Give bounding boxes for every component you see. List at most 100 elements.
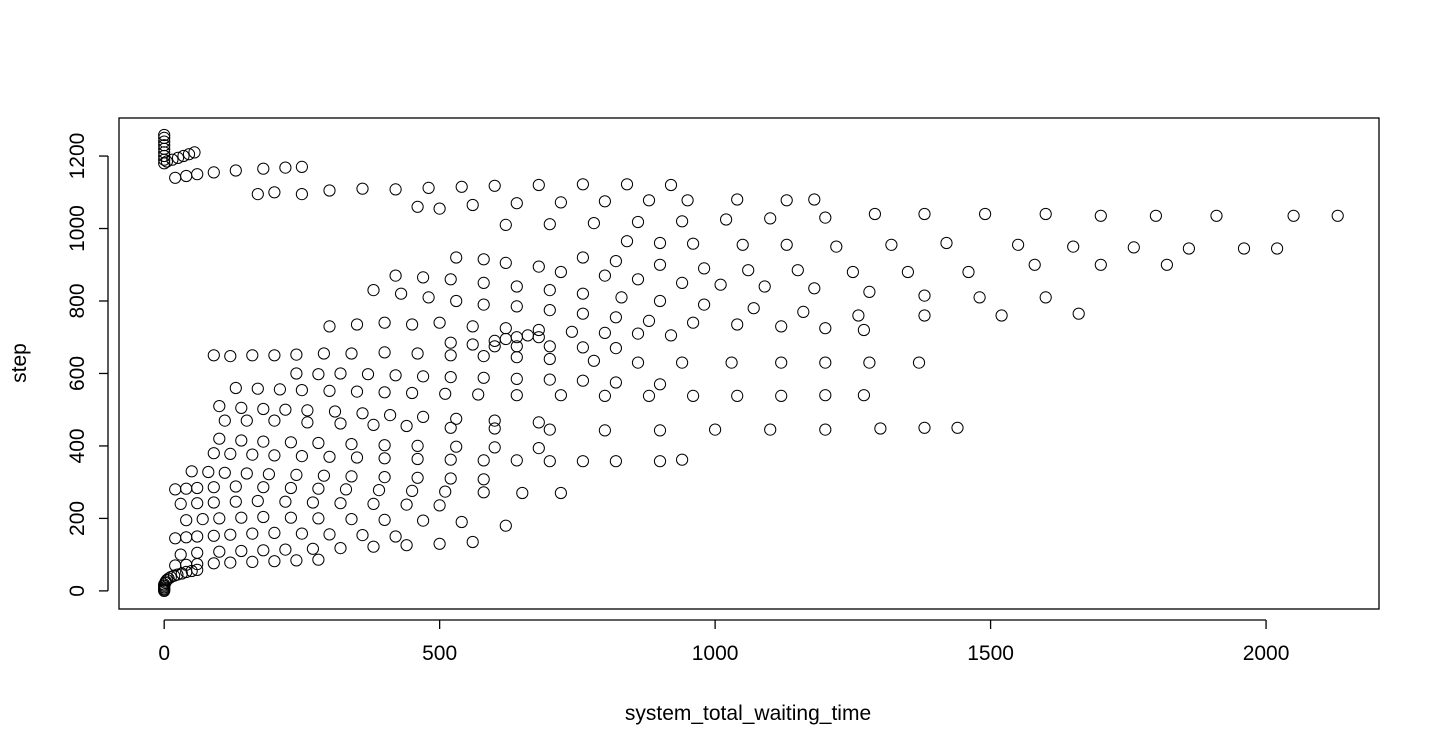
data-point: [160, 573, 173, 587]
data-point: [1287, 209, 1300, 222]
data-point: [499, 332, 512, 346]
data-point: [367, 540, 380, 553]
data-point: [918, 309, 931, 322]
data-point: [350, 318, 364, 331]
data-point: [406, 318, 419, 331]
data-point: [345, 513, 358, 526]
data-point: [191, 168, 204, 181]
data-point: [180, 482, 193, 495]
data-point: [1160, 258, 1174, 271]
data-point: [576, 307, 590, 320]
data-point: [224, 350, 237, 363]
data-point: [334, 367, 347, 380]
data-point: [1039, 291, 1052, 304]
x-axis: 0 500 1000 1500 2000: [158, 619, 1289, 665]
data-point: [246, 448, 259, 461]
data-point: [367, 284, 380, 297]
data-point: [389, 530, 402, 543]
data-point: [257, 162, 270, 175]
data-point: [290, 554, 303, 567]
data-point: [791, 264, 804, 277]
data-point: [676, 356, 689, 369]
data-point: [1331, 209, 1344, 222]
data-point: [334, 497, 347, 510]
data-point: [609, 342, 623, 355]
data-point: [912, 356, 926, 369]
data-point: [830, 240, 843, 253]
data-point: [251, 494, 264, 508]
data-point: [339, 483, 353, 496]
data-point: [973, 291, 986, 304]
data-point: [543, 218, 556, 231]
data-point: [775, 356, 788, 369]
data-point: [356, 182, 369, 195]
data-point: [736, 238, 749, 251]
data-point: [466, 198, 479, 212]
data-point: [543, 423, 556, 436]
data-point: [609, 311, 623, 324]
data-point: [158, 128, 171, 142]
data-point: [411, 452, 424, 466]
data-point: [246, 349, 259, 362]
data-point: [417, 271, 430, 284]
data-point: [687, 237, 700, 250]
data-point: [532, 323, 545, 337]
data-point: [477, 298, 490, 311]
data-point: [433, 499, 446, 512]
data-point: [642, 194, 656, 207]
data-point: [808, 193, 821, 206]
data-point: [510, 389, 523, 402]
data-point: [191, 546, 204, 559]
data-point: [389, 183, 402, 196]
data-point: [565, 325, 579, 338]
data-point: [367, 497, 380, 510]
data-point: [576, 455, 590, 468]
data-point: [516, 486, 529, 500]
data-point: [819, 356, 832, 369]
data-point: [268, 526, 281, 540]
data-point: [543, 373, 556, 386]
data-point: [819, 389, 832, 402]
data-point: [819, 211, 832, 224]
data-point: [406, 484, 419, 497]
x-tick-label: 0: [158, 642, 170, 665]
data-point: [819, 423, 832, 436]
data-point: [290, 348, 303, 361]
data-point: [356, 529, 369, 542]
y-tick-label: 200: [66, 501, 89, 536]
data-point: [725, 356, 738, 369]
data-point: [400, 419, 413, 433]
data-point: [257, 435, 270, 448]
data-point: [631, 327, 645, 340]
data-point: [450, 294, 463, 308]
data-point: [323, 384, 336, 397]
data-point: [323, 320, 336, 333]
data-point: [312, 436, 325, 450]
data-point: [312, 368, 325, 381]
data-point: [532, 178, 545, 192]
data-point: [731, 193, 744, 206]
data-point: [653, 378, 667, 391]
data-point: [1271, 242, 1284, 255]
data-point: [439, 387, 452, 400]
data-point: [477, 276, 490, 289]
data-point: [345, 438, 358, 451]
data-point: [295, 384, 308, 397]
data-point: [290, 367, 303, 380]
data-point: [472, 388, 485, 401]
data-point: [901, 265, 915, 279]
data-point: [731, 389, 744, 402]
data-point: [207, 166, 220, 179]
data-point: [317, 469, 330, 482]
data-point: [411, 471, 424, 484]
data-point: [395, 287, 408, 300]
data-point: [174, 497, 187, 510]
data-point: [499, 256, 512, 269]
data-point: [615, 291, 628, 304]
data-point: [268, 414, 281, 427]
data-point: [229, 480, 242, 493]
data-point: [158, 139, 171, 152]
data-point: [207, 481, 220, 494]
data-point: [439, 485, 452, 498]
data-point: [532, 416, 545, 429]
